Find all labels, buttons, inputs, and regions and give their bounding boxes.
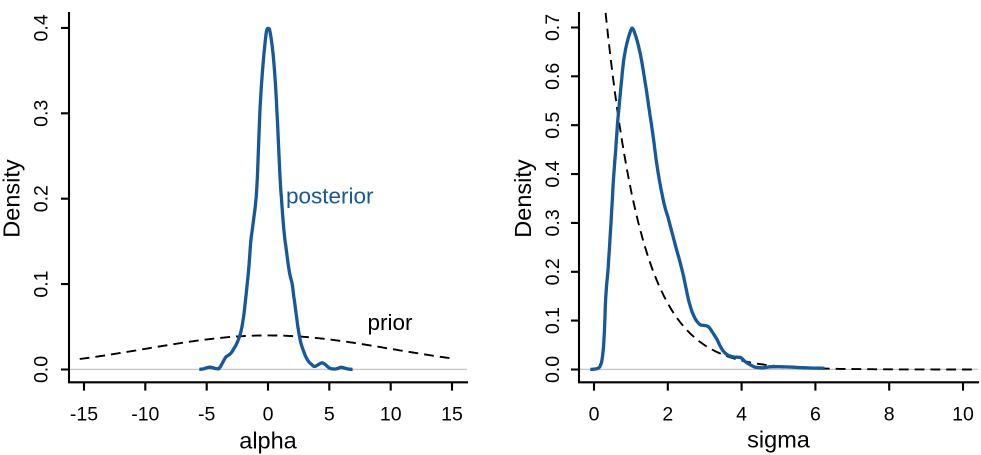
svg-text:0.4: 0.4	[31, 14, 53, 41]
svg-text:15: 15	[441, 404, 463, 426]
svg-text:0.0: 0.0	[542, 356, 564, 383]
svg-text:0.2: 0.2	[542, 258, 564, 285]
svg-text:-10: -10	[131, 404, 159, 426]
svg-text:-15: -15	[70, 404, 98, 426]
svg-text:0.3: 0.3	[31, 100, 53, 127]
svg-text:0: 0	[589, 404, 600, 426]
svg-text:0.1: 0.1	[542, 307, 564, 334]
svg-text:0: 0	[263, 404, 274, 426]
svg-text:0.7: 0.7	[542, 14, 564, 41]
svg-text:-5: -5	[198, 404, 215, 426]
svg-text:10: 10	[380, 404, 402, 426]
svg-text:0.1: 0.1	[31, 271, 53, 298]
svg-text:0.4: 0.4	[542, 160, 564, 187]
svg-text:Density: Density	[510, 159, 536, 238]
svg-text:sigma: sigma	[747, 427, 811, 453]
svg-text:5: 5	[324, 404, 335, 426]
svg-text:Density: Density	[0, 159, 25, 238]
svg-text:0.5: 0.5	[542, 111, 564, 138]
svg-text:10: 10	[952, 404, 974, 426]
svg-text:0.0: 0.0	[31, 356, 53, 383]
svg-text:prior: prior	[368, 310, 414, 335]
svg-text:8: 8	[884, 404, 895, 426]
svg-text:0.6: 0.6	[542, 63, 564, 90]
svg-text:0.3: 0.3	[542, 209, 564, 236]
svg-text:alpha: alpha	[239, 428, 297, 454]
svg-text:4: 4	[736, 404, 747, 426]
svg-text:0.2: 0.2	[31, 185, 53, 212]
svg-text:2: 2	[662, 404, 673, 426]
svg-text:posterior: posterior	[286, 184, 374, 209]
svg-text:6: 6	[810, 404, 821, 426]
